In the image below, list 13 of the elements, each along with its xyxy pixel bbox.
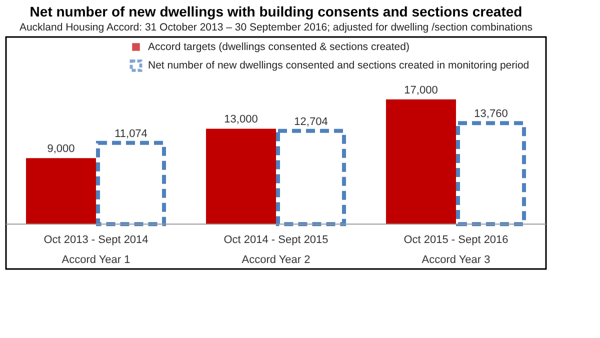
data-label: 13,760 [474, 108, 508, 120]
data-label: 9,000 [47, 143, 75, 156]
data-label: 13,000 [224, 114, 258, 126]
x-tick-label: Oct 2013 - Sept 2014 Accord Year 1 [44, 234, 148, 266]
x-tick-label: Oct 2014 - Sept 2015 Accord Year 2 [224, 234, 328, 266]
chart-subtitle: Auckland Housing Accord: 31 October 2013 – 30 September 2016; adjusted for dwelling /section combinations [19, 22, 533, 34]
data-label: 11,074 [114, 128, 148, 140]
legend-label: Accord targets (dwellings consented & sections created) [148, 40, 410, 53]
legend-label: Net number of new dwellings consented and sections created in monitoring period [148, 60, 530, 72]
data-label: 17,000 [404, 84, 438, 96]
chart-title: Net number of new dwellings with building consents and sections created [30, 4, 522, 20]
x-tick-label: Oct 2015 - Sept 2016 Accord Year 3 [404, 234, 508, 266]
data-label: 12,704 [294, 116, 328, 128]
